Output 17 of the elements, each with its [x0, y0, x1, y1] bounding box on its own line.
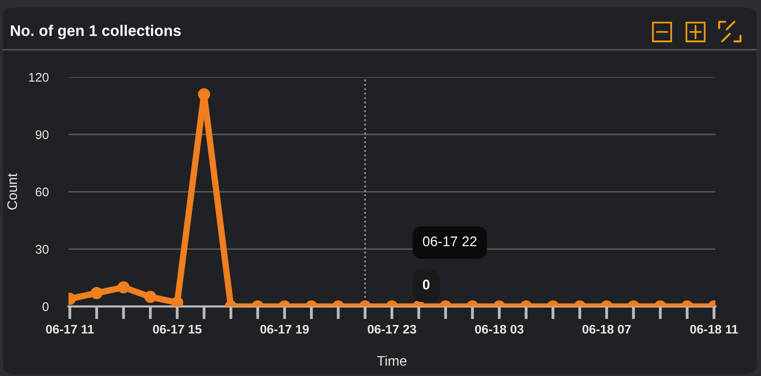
x-tick-label: 06-17 11 — [46, 324, 94, 334]
x-axis-title: Time — [377, 356, 406, 366]
y-tick-label: 120 — [29, 72, 49, 82]
x-tick-label: 06-18 07 — [582, 324, 631, 334]
annotation: 0 — [422, 280, 430, 290]
y-tick-label: 90 — [36, 130, 49, 140]
x-tick-label: 06-17 15 — [153, 324, 202, 334]
y-tick-label: 30 — [36, 244, 49, 254]
y-axis-title: Count — [7, 173, 18, 210]
x-tick-label: 06-18 03 — [475, 324, 524, 334]
annotation: 06-17 22 — [422, 236, 476, 246]
x-tick-label: 06-18 11 — [690, 324, 738, 334]
y-tick-label: 0 — [42, 302, 49, 312]
x-tick-label: 06-17 23 — [368, 324, 416, 334]
y-tick-label: 60 — [36, 188, 49, 196]
x-tick-label: 06-17 19 — [260, 324, 309, 334]
chart-title: No. of gen 1 collections — [10, 24, 181, 40]
